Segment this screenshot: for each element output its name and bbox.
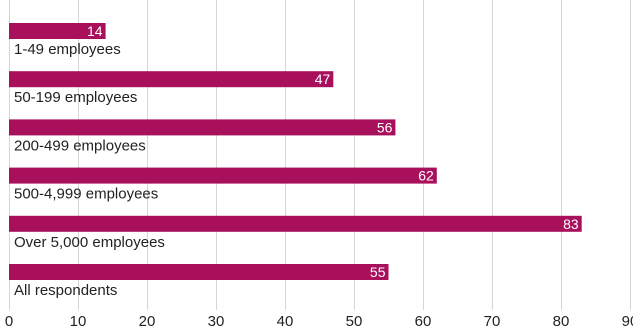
bar-value-label: 47	[315, 71, 331, 87]
bar-value-label: 55	[370, 264, 386, 280]
x-tick-label: 90	[622, 313, 633, 330]
category-label: All respondents	[14, 282, 117, 299]
bar	[9, 167, 437, 184]
gridlines	[9, 0, 631, 310]
category-labels: 1-49 employees 50-199 employees 200-499 em…	[14, 41, 165, 299]
x-tick-label: 80	[553, 313, 570, 330]
x-tick-label: 0	[5, 313, 13, 330]
category-label: Over 5,000 employees	[14, 234, 165, 251]
bar	[9, 23, 106, 39]
category-label: 50-199 employees	[14, 89, 137, 106]
x-tick-label: 10	[70, 313, 87, 330]
bar	[9, 215, 582, 232]
bar-value-label: 56	[377, 119, 393, 135]
x-tick-label: 50	[346, 313, 363, 330]
x-tick-label: 20	[139, 313, 156, 330]
category-label: 200-499 employees	[14, 137, 146, 154]
x-axis: 0 10 20 30 40 50 60 70 80 90	[5, 313, 633, 330]
bar-value-label: 83	[563, 216, 579, 232]
bar	[9, 264, 389, 280]
bar	[9, 71, 334, 88]
bars: 14 47 56 62 83 55	[9, 23, 582, 280]
category-label: 1-49 employees	[14, 41, 121, 58]
x-tick-label: 60	[415, 313, 432, 330]
bar-value-label: 14	[87, 23, 103, 39]
x-tick-label: 30	[208, 313, 225, 330]
bar-value-label: 62	[418, 168, 434, 184]
bar	[9, 119, 396, 136]
category-label: 500-4,999 employees	[14, 186, 158, 203]
x-tick-label: 40	[277, 313, 294, 330]
x-tick-label: 70	[484, 313, 501, 330]
